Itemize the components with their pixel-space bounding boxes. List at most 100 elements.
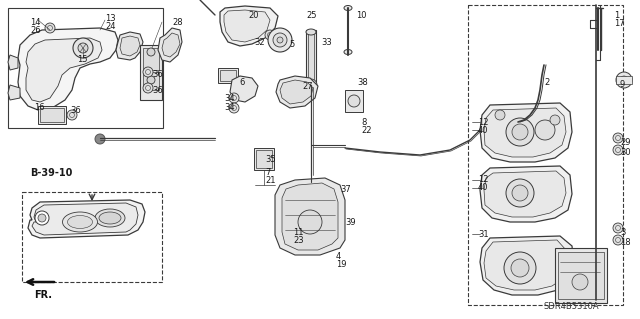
Ellipse shape [63, 212, 97, 232]
Text: 3: 3 [620, 228, 625, 237]
Circle shape [613, 235, 623, 245]
Circle shape [535, 120, 555, 140]
Circle shape [348, 95, 360, 107]
Text: 22: 22 [361, 126, 371, 135]
Circle shape [229, 93, 239, 103]
Circle shape [38, 214, 46, 222]
Circle shape [78, 43, 88, 53]
Polygon shape [32, 203, 138, 235]
Polygon shape [230, 76, 258, 102]
Circle shape [572, 274, 588, 290]
Text: 30: 30 [620, 148, 630, 157]
Polygon shape [116, 32, 143, 60]
Circle shape [506, 179, 534, 207]
Polygon shape [8, 55, 18, 70]
Text: 34: 34 [224, 94, 235, 103]
Text: 20: 20 [248, 11, 259, 20]
Bar [143, 48, 159, 70]
Bar [8, 8, 163, 128]
Text: 40: 40 [478, 183, 488, 192]
Polygon shape [26, 38, 102, 102]
Text: 29: 29 [620, 138, 630, 147]
Polygon shape [224, 10, 270, 42]
Polygon shape [480, 166, 572, 222]
Circle shape [620, 76, 628, 84]
Text: 38: 38 [357, 78, 368, 87]
Text: 25: 25 [306, 11, 317, 20]
Circle shape [613, 223, 623, 233]
Text: 9: 9 [620, 80, 625, 89]
Text: 14: 14 [30, 18, 40, 27]
Polygon shape [484, 171, 566, 217]
Circle shape [35, 211, 49, 225]
Bar [345, 90, 363, 112]
Text: 5: 5 [289, 40, 294, 49]
Text: 12: 12 [478, 175, 488, 184]
Circle shape [147, 48, 155, 56]
Polygon shape [280, 80, 313, 104]
Circle shape [277, 37, 283, 43]
Polygon shape [220, 6, 278, 46]
Circle shape [298, 210, 322, 234]
Text: 34: 34 [224, 103, 235, 112]
Circle shape [495, 110, 505, 120]
Text: 31: 31 [478, 230, 488, 239]
Polygon shape [8, 85, 20, 100]
Circle shape [67, 110, 77, 120]
Text: 27: 27 [302, 82, 312, 91]
Polygon shape [28, 200, 145, 238]
Text: 1: 1 [614, 11, 620, 20]
Polygon shape [162, 33, 180, 57]
Ellipse shape [344, 49, 352, 55]
Text: 21: 21 [265, 176, 275, 185]
Bar [256, 150, 272, 168]
Text: 39: 39 [345, 218, 356, 227]
Polygon shape [282, 183, 338, 250]
Circle shape [512, 124, 528, 140]
Circle shape [143, 67, 153, 77]
Text: 26: 26 [30, 26, 40, 35]
Polygon shape [120, 36, 140, 56]
Polygon shape [484, 108, 566, 157]
Bar [468, 5, 623, 305]
Text: 23: 23 [293, 236, 303, 245]
Text: 18: 18 [620, 238, 630, 247]
Polygon shape [276, 76, 318, 108]
Bar [143, 72, 159, 90]
Ellipse shape [306, 29, 316, 35]
Ellipse shape [99, 212, 121, 224]
Text: 35: 35 [265, 155, 276, 164]
Bar [40, 108, 64, 122]
Text: FR.: FR. [34, 290, 52, 300]
Circle shape [45, 23, 55, 33]
Circle shape [143, 83, 153, 93]
Circle shape [550, 115, 560, 125]
Circle shape [512, 185, 528, 201]
Circle shape [73, 38, 93, 58]
Polygon shape [480, 103, 572, 162]
Text: 32: 32 [254, 38, 264, 47]
Circle shape [305, 79, 317, 91]
Ellipse shape [95, 209, 125, 227]
Circle shape [511, 259, 529, 277]
Text: 28: 28 [172, 18, 182, 27]
Polygon shape [275, 178, 345, 255]
Circle shape [613, 133, 623, 143]
Polygon shape [484, 240, 568, 290]
Text: 15: 15 [77, 55, 88, 64]
Text: 4: 4 [336, 252, 341, 261]
Circle shape [616, 72, 632, 88]
Text: 11: 11 [293, 228, 303, 237]
Ellipse shape [344, 5, 352, 11]
Text: 36: 36 [152, 86, 163, 95]
Text: 36: 36 [70, 106, 81, 115]
Text: 24: 24 [105, 22, 115, 31]
Text: 19: 19 [336, 260, 346, 269]
Circle shape [268, 28, 292, 52]
Text: 6: 6 [239, 78, 244, 87]
Text: 10: 10 [356, 11, 367, 20]
Bar [558, 252, 604, 299]
Bar [22, 192, 162, 282]
Text: 7: 7 [265, 168, 270, 177]
Bar [38, 106, 66, 124]
